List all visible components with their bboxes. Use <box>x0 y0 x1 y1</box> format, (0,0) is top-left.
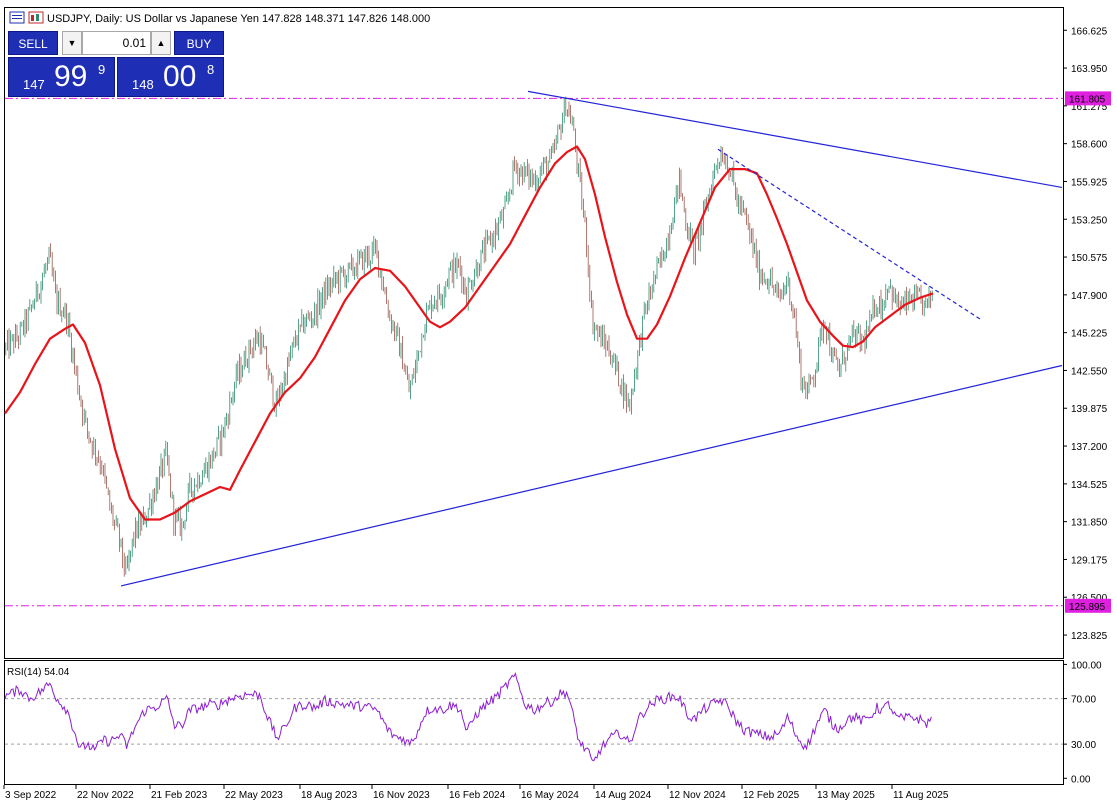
chart-title: USDJPY, Daily: US Dollar vs Japanese Yen… <box>47 13 430 25</box>
y-tick-label: 123.825 <box>1071 631 1108 642</box>
x-tick-label: 21 Feb 2023 <box>151 790 208 801</box>
x-tick-label: 22 May 2023 <box>225 790 283 801</box>
y-tick-label: 161.275 <box>1071 102 1108 113</box>
trendlines-layer <box>120 90 1063 587</box>
ask-prefix: 148 <box>132 77 154 92</box>
bid-prefix: 147 <box>23 77 45 92</box>
lot-increase-button[interactable]: ▲ <box>151 31 171 55</box>
x-tick-label: 12 Feb 2025 <box>743 790 800 801</box>
level-label-bg <box>1065 91 1111 106</box>
ask-big-digits: 00 <box>163 60 197 93</box>
trendline[interactable] <box>527 90 1063 189</box>
level-label: 161.805 <box>1069 94 1106 105</box>
rsi-y-tick-label: 0.00 <box>1071 774 1091 785</box>
rsi-layer <box>4 672 1063 762</box>
main-chart-frame <box>4 7 1064 659</box>
y-tick-label: 155.925 <box>1071 177 1108 188</box>
bid-price-button[interactable]: 147 99 9 <box>8 57 115 97</box>
x-tick-label: 16 May 2024 <box>521 790 579 801</box>
rsi-axis: 100.00 70.00 30.00 0.00 <box>1063 660 1102 785</box>
buy-button[interactable]: BUY <box>174 31 224 55</box>
rsi-frame <box>4 660 1064 785</box>
y-tick-label: 147.900 <box>1071 291 1108 302</box>
rsi-y-tick-label: 100.00 <box>1071 660 1102 671</box>
sell-button[interactable]: SELL <box>8 31 58 55</box>
x-tick-label: 16 Nov 2023 <box>373 790 430 801</box>
rsi-y-tick-label: 30.00 <box>1071 740 1096 751</box>
rsi-y-tick-label: 70.00 <box>1071 695 1096 706</box>
bid-pip: 9 <box>98 62 106 77</box>
y-tick-label: 150.575 <box>1071 253 1108 264</box>
lot-size-input[interactable]: 0.01 <box>82 31 151 55</box>
one-click-trade-panel: SELL ▼ 0.01 ▲ BUY 147 99 9 148 00 8 <box>8 31 224 97</box>
y-tick-label: 131.850 <box>1071 518 1108 529</box>
y-tick-label: 166.625 <box>1071 26 1108 37</box>
header-icons <box>9 11 44 24</box>
ma-layer <box>4 145 934 521</box>
y-tick-label: 126.500 <box>1071 593 1108 604</box>
x-tick-label: 18 Aug 2023 <box>301 790 358 801</box>
y-tick-label: 137.200 <box>1071 442 1108 453</box>
level-label: 125.895 <box>1069 602 1106 613</box>
x-tick-label: 13 May 2025 <box>817 790 875 801</box>
candles-layer <box>5 96 933 577</box>
y-tick-label: 142.550 <box>1071 366 1108 377</box>
level-label-bg <box>1065 598 1111 613</box>
ask-pip: 8 <box>207 62 215 77</box>
y-tick-label: 163.950 <box>1071 64 1108 75</box>
levels-layer <box>5 97 1063 607</box>
dashed-trendline[interactable] <box>717 148 983 321</box>
x-tick-label: 22 Nov 2022 <box>77 790 134 801</box>
level-labels: 161.805 125.895 <box>1065 91 1111 613</box>
x-tick-label: 16 Feb 2024 <box>449 790 506 801</box>
trendline[interactable] <box>120 364 1063 587</box>
chart-list-icon[interactable] <box>9 11 25 24</box>
rsi-title: RSI(14) 54.04 <box>7 667 70 678</box>
x-tick-label: 3 Sep 2022 <box>5 790 57 801</box>
y-tick-label: 158.600 <box>1071 140 1108 151</box>
time-axis: 3 Sep 2022 22 Nov 2022 21 Feb 2023 22 May 2… <box>3 785 949 801</box>
y-tick-label: 145.225 <box>1071 329 1108 340</box>
moving-average-line[interactable] <box>4 145 934 521</box>
y-tick-label: 129.175 <box>1071 555 1108 566</box>
price-axis: 166.625 163.950 161.275 158.600 155.925 153.2… <box>1063 26 1108 642</box>
rsi-line[interactable] <box>4 672 932 762</box>
bid-big-digits: 99 <box>54 60 88 93</box>
y-tick-label: 134.525 <box>1071 480 1108 491</box>
lot-decrease-button[interactable]: ▼ <box>62 31 82 55</box>
ask-price-button[interactable]: 148 00 8 <box>117 57 224 97</box>
x-tick-label: 14 Aug 2024 <box>595 790 652 801</box>
x-tick-label: 12 Nov 2024 <box>669 790 726 801</box>
y-tick-label: 139.875 <box>1071 404 1108 415</box>
y-tick-label: 153.250 <box>1071 215 1108 226</box>
x-tick-label: 11 Aug 2025 <box>893 790 949 801</box>
